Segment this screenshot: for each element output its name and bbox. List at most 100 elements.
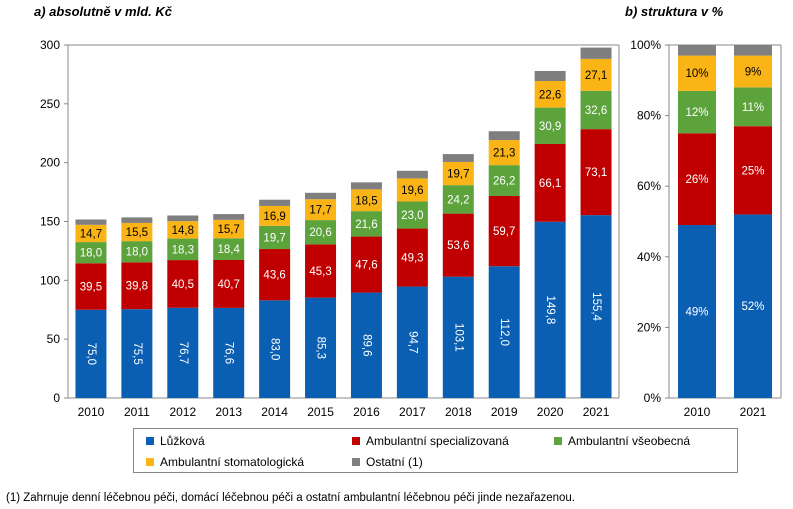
bar-segment <box>488 195 520 267</box>
data-label: 18,0 <box>126 247 148 259</box>
x-tick-label: 2018 <box>445 405 472 419</box>
y-tick-label: 20% <box>637 320 661 334</box>
legend-label: Lůžková <box>160 434 205 448</box>
data-label: 12% <box>685 107 708 119</box>
data-label: 75,5 <box>131 342 143 364</box>
data-label: 49% <box>685 307 708 319</box>
data-label: 39,8 <box>126 281 148 293</box>
x-tick-label: 2020 <box>537 405 564 419</box>
bar-segment <box>396 201 428 229</box>
data-label: 76,7 <box>177 342 189 364</box>
data-label: 27,1 <box>585 70 607 82</box>
legend-swatch-vseobecna <box>554 437 562 445</box>
x-tick-label: 2021 <box>740 405 767 419</box>
data-label: 43,6 <box>263 270 285 282</box>
bar-segment <box>167 221 199 239</box>
bar-segment <box>350 189 382 212</box>
footnote: (1) Zahrnuje denní léčebnou péči, domácí… <box>6 492 575 504</box>
bar-segment <box>534 81 566 108</box>
bar-segment <box>121 262 153 310</box>
bar-segment <box>678 90 716 134</box>
data-label: 59,7 <box>493 226 515 238</box>
data-label: 49,3 <box>401 253 423 265</box>
y-tick-label: 200 <box>40 156 60 170</box>
bar-segment <box>396 286 428 398</box>
bar-segment <box>350 211 382 237</box>
bar-segment <box>678 133 716 226</box>
data-label: 19,7 <box>447 169 469 181</box>
chart-a: 0 50 100 150 200 250 300 75,0 39,5 18,0 14,7 2010 75… <box>40 38 620 419</box>
data-label: 19,7 <box>263 232 285 244</box>
data-label: 18,5 <box>355 195 377 207</box>
y-tick-label: 60% <box>637 179 661 193</box>
bar-segment <box>580 47 612 59</box>
bar-segment <box>213 238 245 260</box>
bar-segment <box>213 219 245 239</box>
bar-segment <box>121 241 153 263</box>
data-label: 149,8 <box>544 295 556 324</box>
data-label: 23,0 <box>401 210 423 222</box>
bar-segment <box>580 58 612 91</box>
bar-segment <box>442 276 474 398</box>
y-tick-label: 0 <box>53 391 60 405</box>
bar-segment <box>488 266 520 398</box>
data-label: 14,8 <box>172 225 194 237</box>
bar-segment <box>734 45 772 56</box>
bar-segment <box>442 185 474 214</box>
bar-segment <box>75 263 107 310</box>
x-tick-label: 2017 <box>399 405 426 419</box>
legend-swatch-ostatni <box>352 458 360 466</box>
bar-segment <box>167 260 199 308</box>
data-label: 20,6 <box>309 227 331 239</box>
bar-segment <box>734 55 772 88</box>
legend: Lůžková Ambulantní specializovaná Ambula… <box>133 428 738 473</box>
bar-segment <box>350 292 382 398</box>
bar-segment <box>167 238 199 261</box>
bar-segment <box>350 236 382 293</box>
y-tick-label: 80% <box>637 109 661 123</box>
bar-segment <box>442 154 474 162</box>
data-label: 18,3 <box>172 244 194 256</box>
data-label: 16,9 <box>263 211 285 223</box>
y-tick-label: 100% <box>630 38 661 52</box>
data-label: 32,6 <box>585 105 607 117</box>
legend-label: Ostatní (1) <box>366 455 423 469</box>
bar-segment <box>259 225 291 250</box>
data-label: 85,3 <box>315 337 327 359</box>
legend-item-luzkova: Lůžková <box>146 434 205 448</box>
bar-segment <box>734 126 772 215</box>
legend-label: Ambulantní stomatologická <box>160 455 305 469</box>
bar-segment <box>678 55 716 91</box>
x-tick-label: 2019 <box>491 405 518 419</box>
legend-item-vseobecna: Ambulantní všeobecná <box>554 434 690 448</box>
bar-segment <box>75 309 107 398</box>
x-tick-label: 2010 <box>684 405 711 419</box>
bar-segment <box>121 309 153 398</box>
bar-segment <box>580 90 612 130</box>
data-label: 22,6 <box>539 89 561 101</box>
data-label: 75,0 <box>85 343 97 365</box>
bar-segment <box>75 219 107 225</box>
bar-segment <box>259 300 291 398</box>
bar-segment <box>488 140 520 166</box>
data-label: 26% <box>685 174 708 186</box>
y-tick-label: 100 <box>40 273 60 287</box>
legend-item-specializovana: Ambulantní specializovaná <box>352 434 509 448</box>
data-label: 53,6 <box>447 240 469 252</box>
data-label: 11% <box>742 102 764 114</box>
x-tick-label: 2014 <box>261 405 288 419</box>
data-label: 52% <box>741 301 764 313</box>
y-tick-label: 250 <box>40 97 60 111</box>
bar-segment <box>259 199 291 206</box>
data-label: 45,3 <box>309 266 331 278</box>
data-label: 18,4 <box>218 244 241 256</box>
legend-label: Ambulantní všeobecná <box>568 434 691 448</box>
bar-segment <box>534 143 566 222</box>
chart-b-title: b) struktura v % <box>625 4 724 19</box>
bar-segment <box>259 249 291 301</box>
bar-segment <box>121 217 153 223</box>
bar-segment <box>396 228 428 287</box>
data-label: 18,0 <box>80 248 102 260</box>
y-tick-label: 0% <box>644 391 662 405</box>
